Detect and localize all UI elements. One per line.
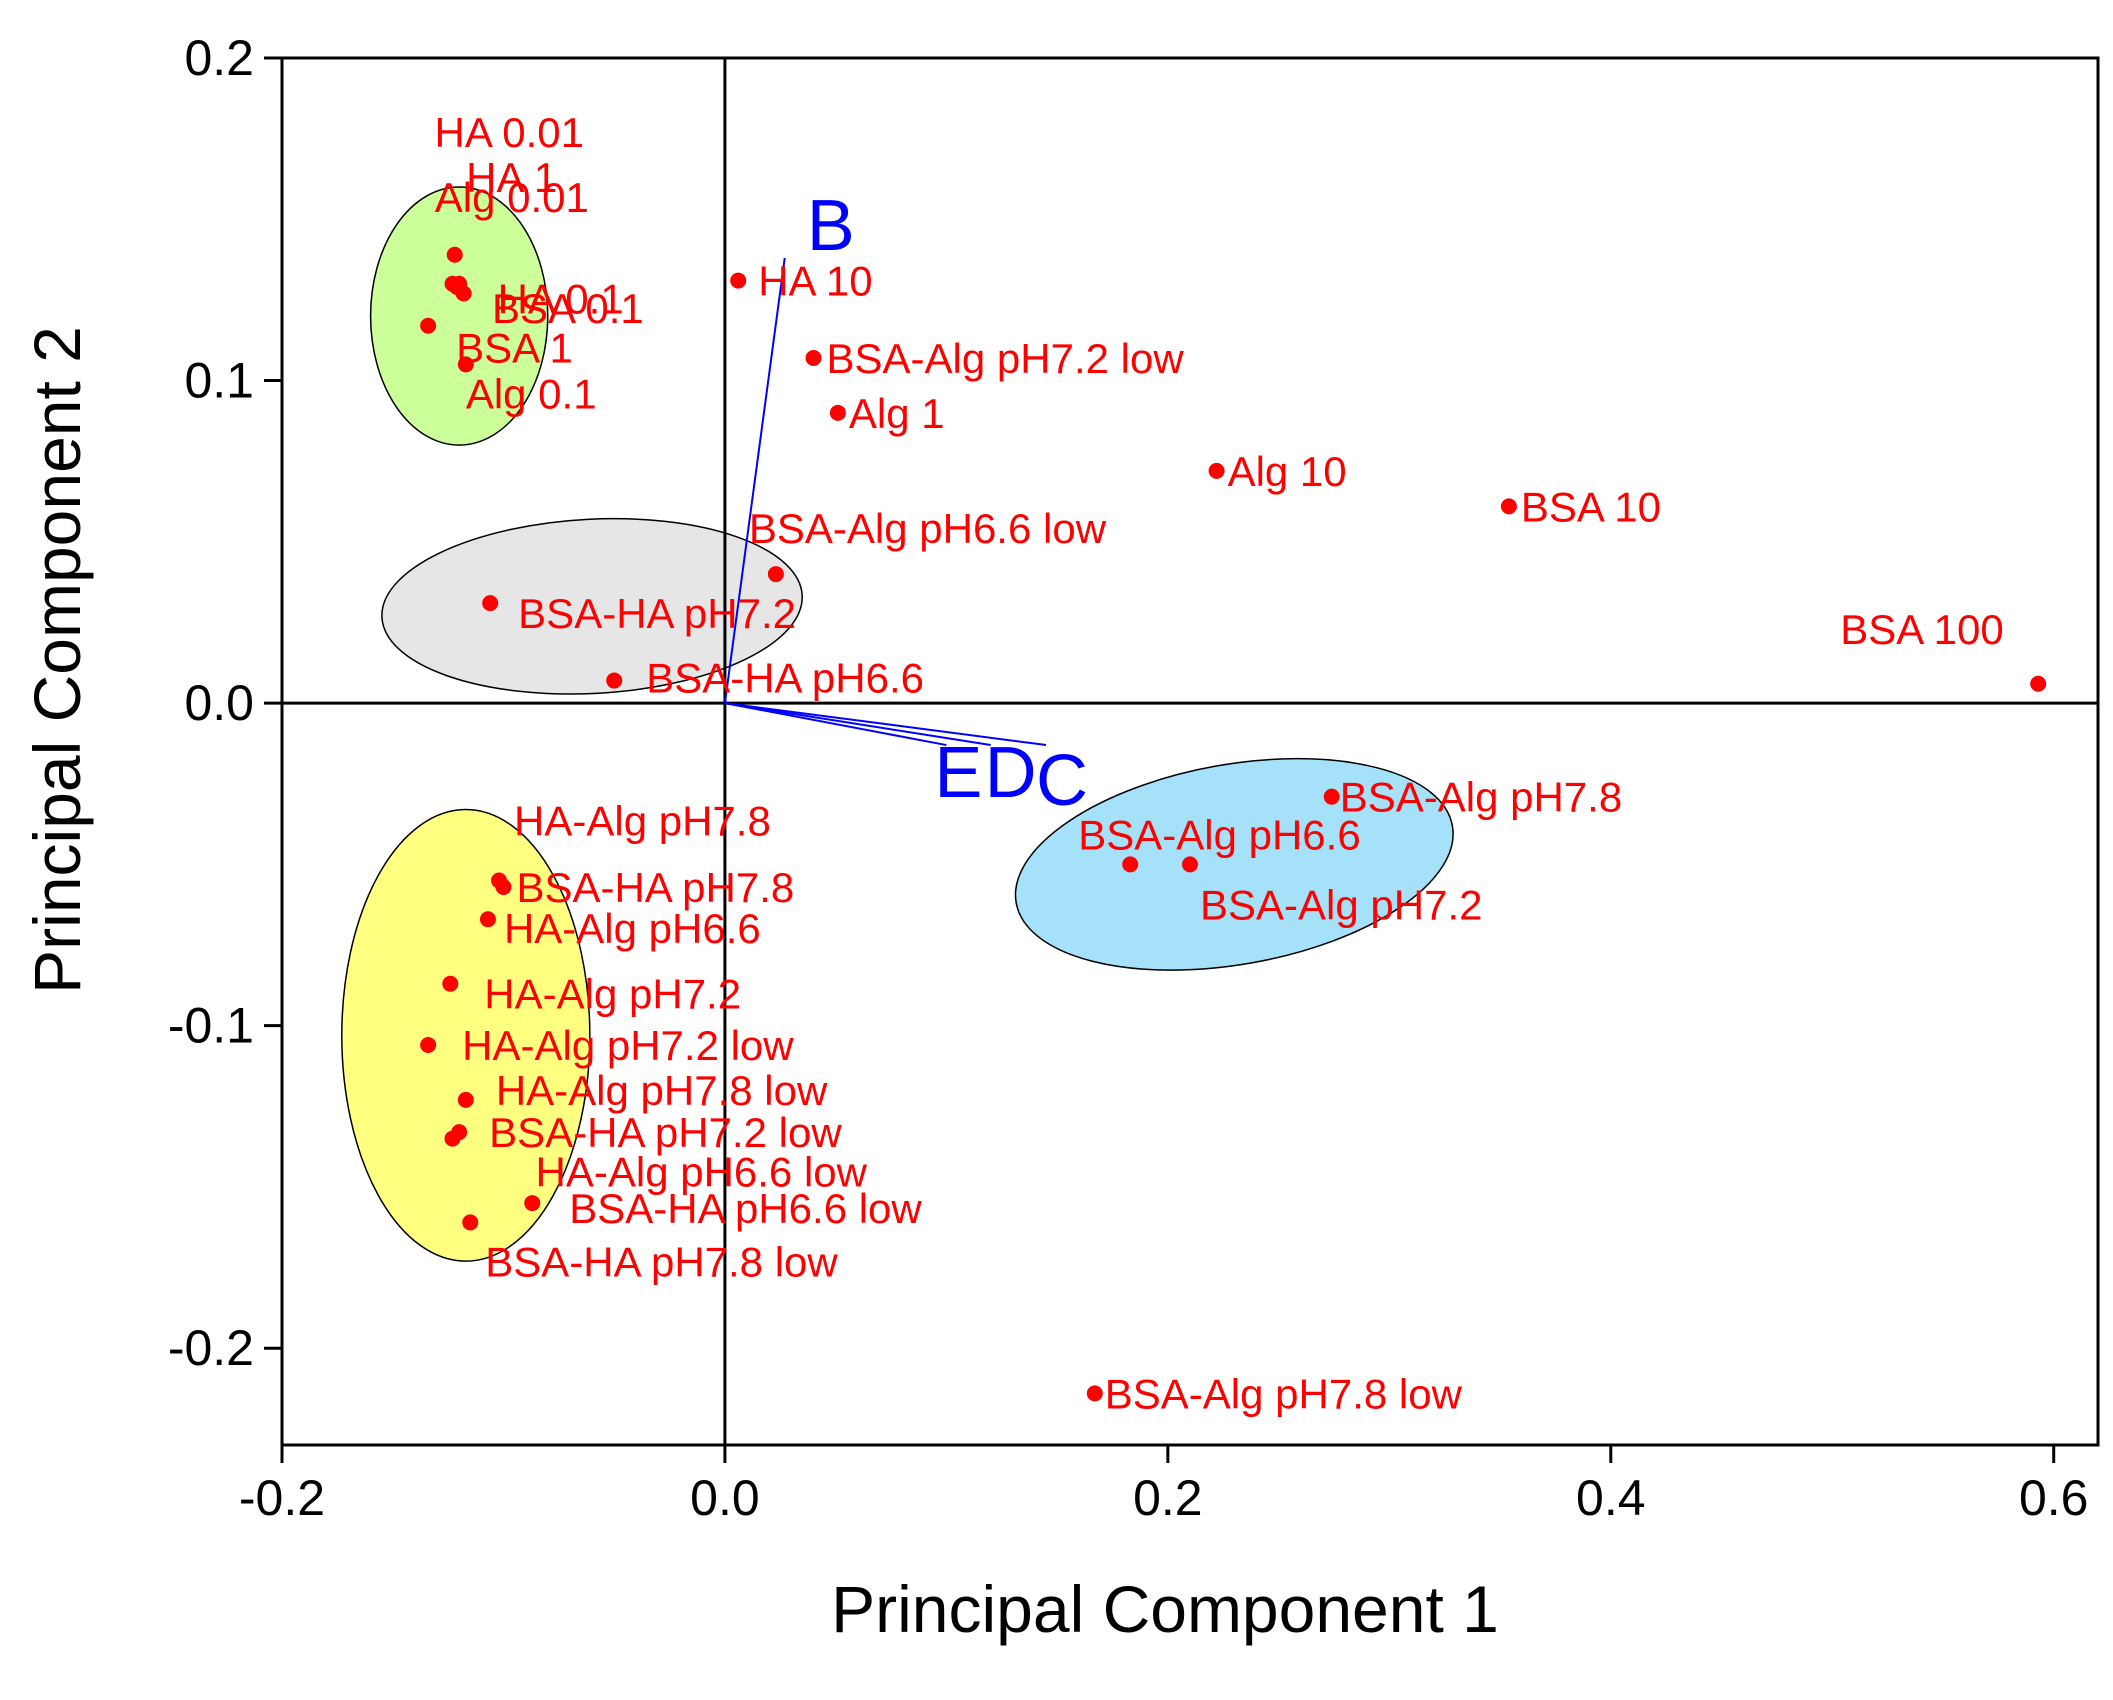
point-label: Alg 0.1 (466, 370, 597, 417)
point-label: Alg 10 (1228, 448, 1347, 495)
axes: -0.2 0.0 0.2 0.4 0.6 -0.2 -0.1 0.0 0.1 0.2 (168, 30, 2100, 1526)
loading-vector-E (724, 702, 947, 747)
y-tick-label: 0.2 (184, 30, 254, 86)
plot-frame (280, 56, 2100, 1447)
point-label: Alg 0.01 (435, 174, 589, 221)
score-point (1323, 788, 1340, 805)
y-tick-label: -0.2 (168, 1320, 254, 1376)
score-point (482, 595, 499, 612)
score-point (767, 566, 784, 583)
score-point (805, 349, 822, 366)
score-point (420, 1037, 437, 1054)
cluster-ellipses (341, 186, 1454, 1262)
cluster-ellipse-blue (1014, 757, 1454, 971)
point-label: BSA 0.1 (492, 285, 644, 332)
loading-vector-B (723, 257, 786, 704)
score-points (420, 246, 2047, 1402)
score-point (606, 672, 623, 689)
point-label: BSA-Alg pH6.6 (1078, 811, 1360, 858)
score-point (1208, 462, 1225, 479)
x-axis-title: Principal Component 1 (831, 1572, 1499, 1646)
loading-vector-label: C (1036, 741, 1088, 821)
point-label: BSA-Alg pH7.2 low (827, 335, 1185, 382)
loading-vector-D (724, 702, 991, 747)
score-point (479, 911, 496, 928)
x-tick-label: 0.6 (2019, 1470, 2089, 1526)
score-point (1500, 498, 1517, 515)
point-label: BSA 10 (1521, 483, 1661, 530)
cluster-ellipse-yellow (341, 808, 591, 1262)
loading-vector-label: E (934, 733, 982, 813)
score-point (448, 279, 465, 296)
score-point (730, 272, 747, 289)
point-label: BSA-Alg pH7.2 (1200, 881, 1482, 928)
score-point (1086, 1385, 1103, 1402)
x-tick-label: -0.2 (239, 1470, 325, 1526)
score-point (1122, 856, 1139, 873)
score-point (420, 317, 437, 334)
point-label: HA-Alg pH7.2 low (462, 1022, 794, 1069)
point-label: HA-Alg pH6.6 low (536, 1149, 868, 1196)
score-point (446, 246, 463, 263)
score-point (829, 404, 846, 421)
point-label: BSA-HA pH6.6 (646, 655, 924, 702)
point-label: BSA-HA pH7.8 (516, 864, 794, 911)
point-label: HA 1 (466, 154, 557, 201)
score-point (524, 1195, 541, 1212)
point-label: BSA-HA pH7.8 low (485, 1238, 838, 1285)
point-label: HA-Alg pH7.8 (514, 798, 771, 845)
score-point (495, 878, 512, 895)
score-point (2030, 675, 2047, 692)
point-label: HA-Alg pH7.2 (484, 971, 741, 1018)
point-label: BSA-Alg pH7.8 (1340, 774, 1622, 821)
point-label: BSA-HA pH7.2 low (489, 1109, 842, 1156)
y-tick-label: 0.0 (184, 675, 254, 731)
score-point (462, 1214, 479, 1231)
x-tick-label: 0.2 (1133, 1470, 1203, 1526)
point-label: HA 0.01 (435, 109, 584, 156)
point-label: BSA-HA pH6.6 low (569, 1185, 922, 1232)
score-point (442, 975, 459, 992)
cluster-ellipse-green (369, 186, 549, 446)
x-tick-label: 0.4 (1576, 1470, 1646, 1526)
point-label: Alg 1 (849, 390, 945, 437)
x-tick-label: 0.0 (690, 1470, 760, 1526)
score-point (457, 356, 474, 373)
point-label: BSA-HA pH7.2 (518, 590, 796, 637)
point-label: BSA-Alg pH7.8 low (1105, 1370, 1463, 1417)
point-label: HA-Alg pH7.8 low (496, 1067, 828, 1114)
point-label: HA 10 (758, 258, 872, 305)
y-tick-label: -0.1 (168, 998, 254, 1054)
point-label: BSA-Alg pH6.6 low (749, 505, 1107, 552)
score-point (444, 1130, 461, 1147)
point-label: HA 0.1 (498, 275, 624, 322)
point-label: HA-Alg pH6.6 (504, 905, 761, 952)
loading-vector-label: D (985, 733, 1037, 813)
score-point (457, 1091, 474, 1108)
y-axis-title: Principal Component 2 (20, 326, 94, 994)
y-tick-label: 0.1 (184, 353, 254, 409)
loading-vectors: B E D C (723, 186, 1088, 821)
point-label: BSA 100 (1840, 606, 2003, 653)
point-label: BSA 1 (456, 325, 573, 372)
cluster-ellipse-gray (381, 517, 803, 695)
score-point (1182, 856, 1198, 873)
loading-vector-label: B (807, 186, 855, 266)
loading-vector-C (724, 702, 1047, 747)
